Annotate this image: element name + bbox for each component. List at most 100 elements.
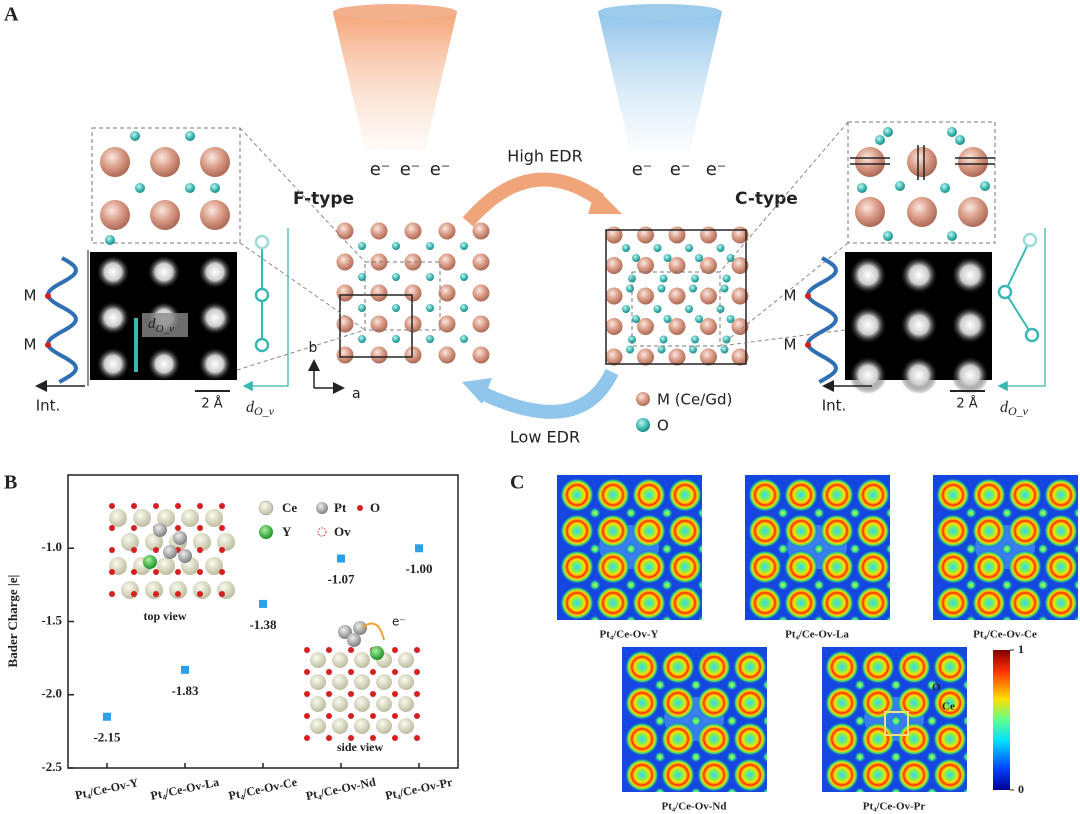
o-density (762, 715, 767, 727)
pt-atom (163, 545, 177, 559)
m-atom (472, 222, 490, 240)
legend-swatch (357, 505, 363, 511)
o-density (849, 543, 861, 555)
m-atom (668, 287, 686, 305)
panel-label: A (4, 4, 19, 26)
o-atom (153, 569, 159, 575)
m-atom (637, 226, 654, 244)
o-density (813, 543, 825, 555)
distance-symbol: d (148, 316, 156, 332)
distance-subscript: O_v (156, 323, 174, 335)
m-atom (336, 346, 354, 364)
o-atom (131, 547, 137, 553)
map-label: Pt₄/Ce-Ov-Pr (863, 801, 926, 813)
ce-atom (193, 581, 211, 599)
m-atom (336, 222, 354, 240)
o-atom (392, 304, 400, 312)
stem-blob (900, 356, 938, 394)
atom-density (668, 514, 702, 548)
scale-label: 2 Å (956, 396, 977, 412)
density-map (745, 475, 890, 620)
o-atom (304, 647, 310, 653)
atom-density (861, 758, 895, 792)
value-label: -1.07 (327, 571, 355, 586)
panel-label: B (4, 472, 17, 494)
o-atom (219, 503, 225, 509)
o-atom (726, 254, 735, 262)
atom-density (936, 514, 970, 548)
o-atom (653, 244, 662, 252)
distance-label: dO_v (1000, 399, 1029, 418)
o-density (849, 579, 861, 591)
o-density (654, 751, 666, 763)
atom-density (632, 550, 666, 584)
o-atom (210, 183, 220, 193)
o-atom (197, 569, 203, 575)
o-atom (153, 591, 159, 597)
m-atom (370, 284, 388, 302)
distance-axis (997, 228, 1046, 392)
o-density (726, 787, 738, 792)
atom-density (784, 478, 818, 512)
m-atom (855, 147, 885, 177)
m-atom (700, 287, 717, 305)
ce-atom (398, 674, 414, 690)
profile-peak (805, 293, 811, 299)
o-density (1037, 543, 1049, 555)
atom-density (668, 478, 702, 512)
map-label: Pt₄/Ce-Ov-Y (600, 629, 659, 641)
inset-label: top view (144, 609, 187, 623)
o-density (589, 507, 601, 519)
charge-density-maps: Pt₄/Ce-Ov-Y Pt₄/Ce-Ov-La Pt₄/Ce-Ov-Ce Pt₄/C… (557, 475, 1078, 813)
electron: e⁻ (400, 159, 421, 180)
legend-label: Ce (282, 500, 297, 515)
m-atom (637, 257, 654, 274)
stem-blob (900, 256, 938, 294)
profile-label: M (24, 287, 37, 305)
atom-density (697, 650, 731, 684)
c-type-lattice (605, 226, 749, 366)
electron: e⁻ (670, 159, 691, 180)
atom-density (856, 478, 890, 512)
m-atom (370, 315, 388, 333)
m-atom (637, 287, 654, 305)
m-atom (731, 348, 749, 366)
m-atom (605, 287, 623, 305)
o-density (965, 507, 977, 519)
o-atom (414, 691, 420, 697)
o-atom (130, 131, 140, 141)
m-atom (404, 346, 422, 364)
o-density (813, 507, 825, 519)
distance-subscript: O_v (254, 404, 275, 418)
ce-atom (145, 533, 163, 551)
o-atom (348, 713, 354, 719)
f-type-lattice (336, 222, 490, 364)
o-atom (131, 569, 137, 575)
o-density (661, 543, 673, 555)
o-atom (726, 315, 735, 323)
o-density (885, 579, 890, 591)
o-density (690, 715, 702, 727)
o-density (849, 615, 861, 620)
o-density (777, 615, 789, 620)
profile-label: Int. (822, 397, 847, 415)
o-atom (358, 242, 366, 250)
o-atom (947, 231, 957, 241)
m-atom (472, 284, 490, 302)
electron: e⁻ (632, 159, 653, 180)
o-atom (197, 503, 203, 509)
atom-density (1044, 586, 1078, 620)
o-density (697, 579, 702, 591)
value-label: -1.38 (249, 617, 277, 632)
colorbar (993, 650, 1010, 790)
atom-density (733, 686, 767, 720)
o-atom (659, 274, 668, 283)
ce-atom (169, 581, 187, 599)
o-atom (131, 525, 137, 531)
m-atom (731, 318, 749, 335)
stem-blob (198, 347, 232, 381)
m-atom (438, 222, 456, 240)
stem-atoms (849, 256, 989, 394)
o-density (962, 787, 967, 792)
